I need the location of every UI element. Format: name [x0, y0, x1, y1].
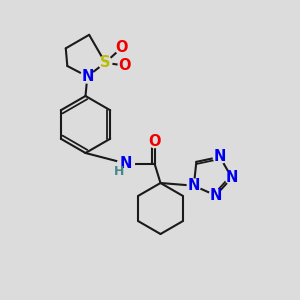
- Circle shape: [99, 56, 112, 69]
- Text: N: N: [210, 188, 222, 203]
- Circle shape: [115, 41, 128, 54]
- Text: N: N: [214, 149, 226, 164]
- Text: N: N: [120, 156, 132, 171]
- Text: O: O: [148, 134, 161, 148]
- Text: O: O: [118, 58, 131, 73]
- Circle shape: [118, 155, 134, 172]
- Circle shape: [213, 150, 226, 164]
- Circle shape: [148, 134, 161, 148]
- Circle shape: [118, 59, 131, 72]
- Text: N: N: [81, 69, 94, 84]
- Circle shape: [187, 179, 200, 192]
- Circle shape: [209, 189, 222, 202]
- Text: H: H: [114, 165, 124, 178]
- Text: N: N: [226, 170, 238, 185]
- Circle shape: [119, 157, 133, 170]
- Text: O: O: [116, 40, 128, 55]
- Circle shape: [225, 171, 239, 184]
- Text: S: S: [100, 55, 110, 70]
- Circle shape: [81, 70, 94, 83]
- Text: N: N: [188, 178, 200, 193]
